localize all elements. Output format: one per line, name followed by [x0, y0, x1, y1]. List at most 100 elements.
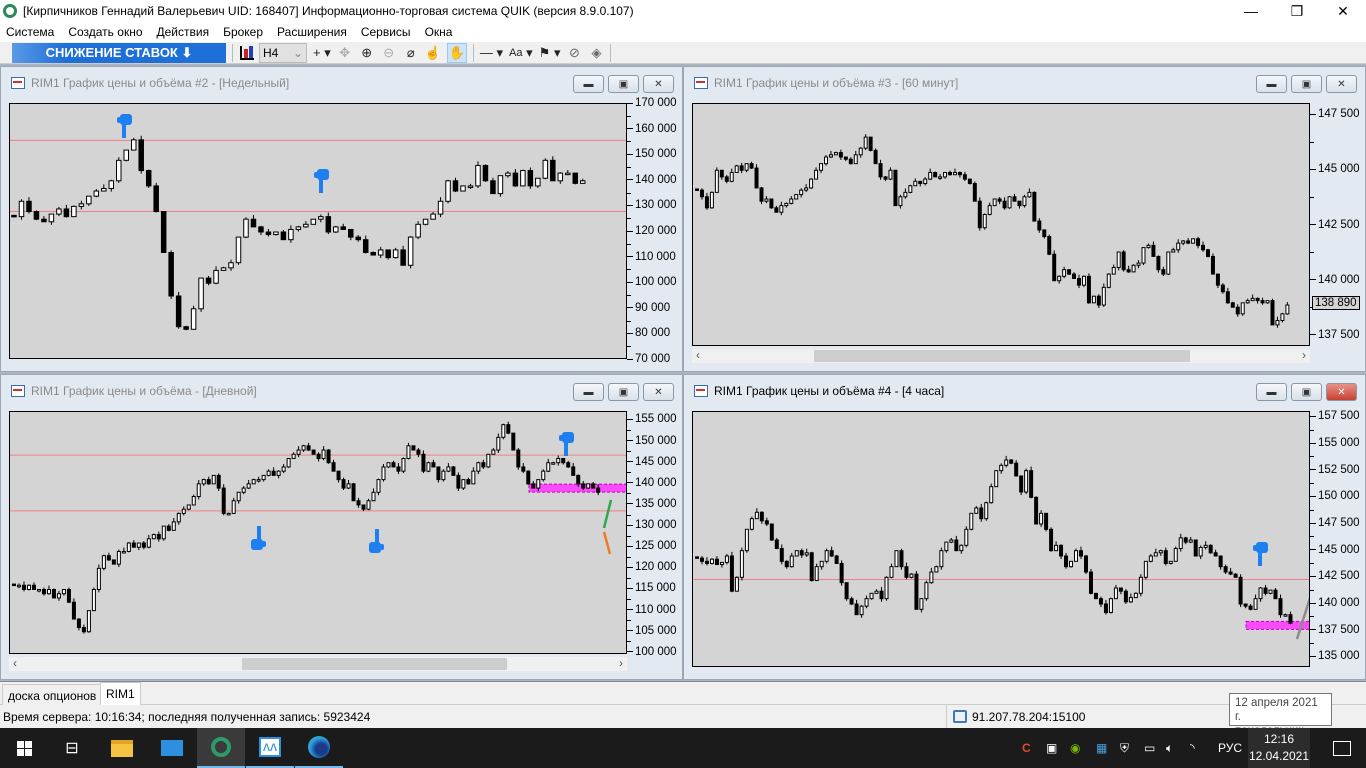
scrollbar-thumb[interactable]: [814, 350, 1190, 362]
clock[interactable]: 12:16 12.04.2021: [1248, 728, 1310, 768]
candle: [903, 188, 908, 199]
window-minimize-button[interactable]: ▬: [573, 383, 604, 401]
file-explorer-button[interactable]: [98, 728, 146, 768]
menu-extensions[interactable]: Расширения: [277, 25, 347, 39]
window-restore-button[interactable]: ▣: [608, 75, 639, 93]
candle: [888, 167, 893, 181]
nvidia-icon[interactable]: ◉: [1070, 741, 1081, 755]
horizontal-scrollbar[interactable]: ‹ ›: [692, 348, 1310, 363]
ruler-icon[interactable]: ⌀: [406, 44, 415, 60]
chart-icon[interactable]: [239, 43, 255, 63]
chart-window-4h[interactable]: RIM1 График цены и объёма #4 - [4 часа] …: [683, 374, 1366, 680]
minor-tick: [1310, 536, 1314, 538]
menu-services[interactable]: Сервисы: [360, 25, 411, 39]
start-button[interactable]: [0, 728, 48, 768]
network-adapter-icon[interactable]: ▦: [1096, 741, 1108, 755]
price-chart-plot[interactable]: [692, 103, 1310, 346]
support-zone[interactable]: [528, 483, 627, 493]
menu-bar: Система Создать окно Действия Брокер Рас…: [0, 22, 1366, 42]
zoom-out-icon[interactable]: ⊖: [383, 44, 395, 60]
candle: [804, 548, 809, 557]
notifications-button[interactable]: [1318, 728, 1366, 768]
edge-button[interactable]: [295, 728, 343, 768]
candle: [1240, 302, 1245, 316]
chart-window-60min[interactable]: RIM1 График цены и объёма #3 - [60 минут…: [683, 66, 1366, 372]
marker-icon[interactable]: ⚑ ▾: [538, 44, 561, 60]
pointing-up-hand-icon[interactable]: [116, 113, 136, 139]
trend-line[interactable]: [1295, 597, 1310, 640]
layers-icon[interactable]: ◈: [591, 44, 602, 60]
notification-icon: [1333, 740, 1351, 756]
zoom-in-icon[interactable]: ⊕: [361, 44, 373, 60]
volume-icon[interactable]: 🔈︎: [1166, 740, 1174, 755]
move-icon[interactable]: ✥: [339, 44, 351, 60]
promo-banner[interactable]: СНИЖЕНИЕ СТАВОК ⬇: [12, 42, 226, 63]
tab-rim1[interactable]: RIM1: [100, 682, 141, 706]
scroll-left-icon[interactable]: ‹: [13, 656, 17, 670]
edge-icon: [308, 736, 330, 758]
price-tick-label: 110 000: [627, 251, 676, 263]
hand-grab-icon[interactable]: ✋: [446, 42, 467, 63]
pointing-down-hand-icon[interactable]: [365, 528, 385, 554]
chart-window-daily[interactable]: RIM1 График цены и объёма - [Дневной] ▬ ▣…: [0, 374, 683, 680]
price-chart-plot[interactable]: [692, 411, 1310, 667]
window-restore-button[interactable]: ▣: [1291, 75, 1322, 93]
task-view-button[interactable]: ⊟: [48, 728, 96, 768]
scroll-left-icon[interactable]: ‹: [696, 348, 700, 362]
pointing-down-hand-icon[interactable]: [247, 525, 267, 551]
menu-broker[interactable]: Брокер: [223, 25, 264, 39]
tab-options-board[interactable]: доска опционов: [2, 684, 103, 706]
candle: [1103, 599, 1108, 615]
window-minimize-button[interactable]: ▬: [573, 75, 604, 93]
mail-button[interactable]: [148, 728, 196, 768]
window-close-button[interactable]: ✕: [1326, 75, 1357, 93]
interval-select[interactable]: H4 ⌄: [259, 42, 307, 63]
quik-taskbar-button[interactable]: [197, 728, 245, 768]
pointing-up-hand-icon[interactable]: [558, 431, 578, 457]
window-restore-button[interactable]: ▣: [1291, 383, 1322, 401]
candle: [1024, 468, 1029, 495]
language-indicator[interactable]: РУС: [1218, 741, 1243, 755]
window-close-button[interactable]: ✕: [643, 75, 674, 93]
candle: [969, 512, 974, 531]
line-icon[interactable]: — ▾: [479, 44, 504, 60]
chart-window-icon: [694, 385, 708, 397]
window-minimize-button[interactable]: ▬: [1256, 75, 1287, 93]
support-zone[interactable]: [1245, 620, 1310, 630]
window-close-button[interactable]: ✕: [1326, 383, 1357, 401]
trend-line[interactable]: [602, 499, 613, 529]
close-button[interactable]: ✕: [1337, 2, 1349, 19]
candle: [774, 205, 779, 213]
pointing-up-hand-icon[interactable]: [1252, 541, 1272, 567]
price-chart-plot[interactable]: [9, 411, 627, 654]
chart-app-button[interactable]: ʌʌ: [246, 728, 294, 768]
window-restore-button[interactable]: ▣: [608, 383, 639, 401]
maximize-button[interactable]: ❐: [1290, 2, 1304, 19]
candle: [1057, 275, 1062, 284]
crosshair-icon[interactable]: + ▾: [313, 44, 331, 60]
horizontal-scrollbar[interactable]: ‹ ›: [9, 656, 627, 671]
security-warning-icon[interactable]: ⛨: [1120, 740, 1130, 755]
text-icon[interactable]: Aa ▾: [509, 44, 533, 60]
wifi-icon[interactable]: ◝: [1190, 741, 1195, 755]
price-chart-plot[interactable]: [9, 103, 627, 359]
menu-system[interactable]: Система: [6, 25, 55, 39]
battery-icon[interactable]: ▭: [1144, 741, 1156, 755]
touchpad-icon[interactable]: ▣: [1046, 741, 1058, 755]
window-close-button[interactable]: ✕: [643, 383, 674, 401]
menu-actions[interactable]: Действия: [156, 25, 210, 39]
menu-windows[interactable]: Окна: [424, 25, 453, 39]
candle: [889, 563, 894, 579]
hand-pointer-icon[interactable]: ☝: [424, 44, 441, 60]
menu-create-window[interactable]: Создать окно: [68, 25, 143, 39]
trend-line[interactable]: [602, 531, 612, 555]
scroll-right-icon[interactable]: ›: [1302, 348, 1306, 362]
minimize-button[interactable]: —: [1244, 3, 1258, 19]
chart-window-weekly[interactable]: RIM1 График цены и объёма #2 - [Недельны…: [0, 66, 683, 372]
scroll-right-icon[interactable]: ›: [619, 656, 623, 670]
pointing-up-hand-icon[interactable]: [313, 168, 333, 194]
ccleaner-icon[interactable]: C: [1022, 741, 1031, 755]
scrollbar-thumb[interactable]: [242, 658, 507, 670]
window-minimize-button[interactable]: ▬: [1256, 383, 1287, 401]
hide-icon[interactable]: ⊘: [569, 44, 580, 60]
